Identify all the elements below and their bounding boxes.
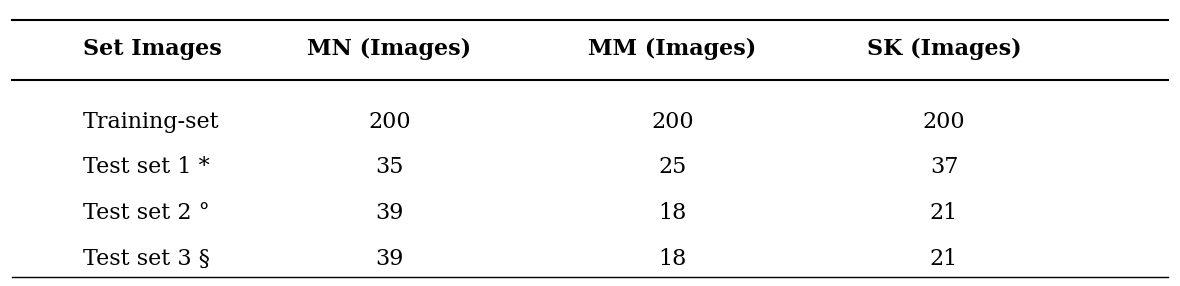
Text: 200: 200 — [651, 111, 694, 132]
Text: Training-set: Training-set — [83, 111, 219, 132]
Text: 39: 39 — [375, 248, 404, 270]
Text: 200: 200 — [923, 111, 965, 132]
Text: 21: 21 — [930, 202, 958, 224]
Text: Test set 3 §: Test set 3 § — [83, 248, 210, 270]
Text: Set Images: Set Images — [83, 38, 222, 59]
Text: SK (Images): SK (Images) — [866, 37, 1022, 60]
Text: 25: 25 — [658, 156, 687, 178]
Text: MM (Images): MM (Images) — [589, 37, 756, 60]
Text: MN (Images): MN (Images) — [307, 37, 472, 60]
Text: 18: 18 — [658, 202, 687, 224]
Text: 200: 200 — [368, 111, 411, 132]
Text: 21: 21 — [930, 248, 958, 270]
Text: 39: 39 — [375, 202, 404, 224]
Text: Test set 2 °: Test set 2 ° — [83, 202, 209, 224]
Text: 35: 35 — [375, 156, 404, 178]
Text: 18: 18 — [658, 248, 687, 270]
Text: 37: 37 — [930, 156, 958, 178]
Text: Test set 1 *: Test set 1 * — [83, 156, 209, 178]
